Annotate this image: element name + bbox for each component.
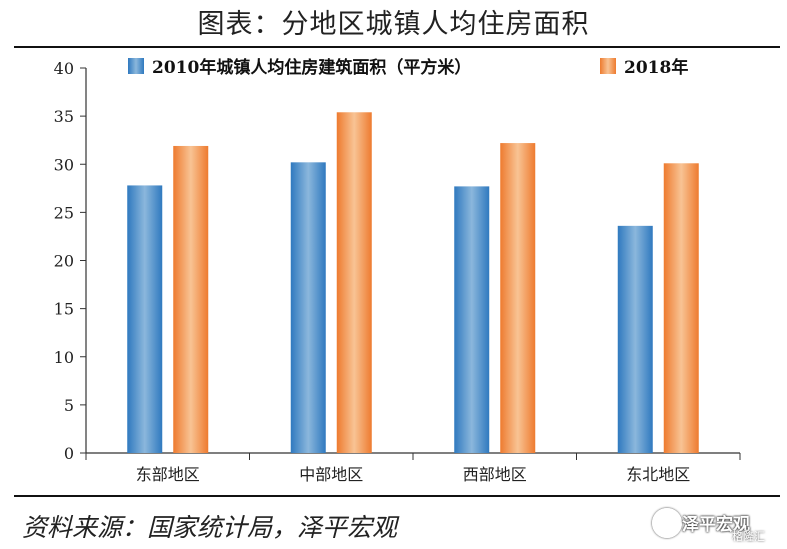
bar-chart: 0 5 10 15 20 25 30 35 40 东部地区 中部地区 西部地区 东北地区 2010年城镇… bbox=[54, 57, 741, 484]
legend-swatch-series2 bbox=[600, 58, 616, 74]
legend-swatch-series1 bbox=[128, 58, 144, 74]
footer-rule bbox=[14, 495, 780, 497]
y-tick-label: 30 bbox=[54, 155, 74, 174]
y-tick-label: 5 bbox=[64, 396, 74, 415]
tick-labels: 0 5 10 15 20 25 30 35 40 东部地区 中部地区 西部地区 东北地区 bbox=[54, 59, 691, 484]
x-tick-label: 中部地区 bbox=[299, 465, 363, 484]
legend-label-series1: 2010年城镇人均住房建筑面积（平方米） bbox=[152, 57, 471, 78]
bar-series2 bbox=[173, 145, 209, 453]
y-tick-label: 0 bbox=[64, 444, 74, 463]
y-tick-label: 35 bbox=[54, 107, 74, 126]
bar-series2 bbox=[663, 163, 699, 453]
bar-series2 bbox=[500, 143, 536, 453]
y-tick-label: 10 bbox=[54, 348, 74, 367]
bar-series1 bbox=[454, 186, 490, 453]
legend: 2010年城镇人均住房建筑面积（平方米） 2018年 bbox=[128, 57, 688, 78]
bar-series1 bbox=[127, 185, 163, 454]
watermark-sub: 格隆汇 bbox=[732, 530, 765, 543]
y-tick-label: 25 bbox=[54, 203, 74, 222]
wechat-icon bbox=[652, 508, 682, 538]
x-tick-label: 西部地区 bbox=[463, 465, 527, 484]
legend-label-series2: 2018年 bbox=[624, 57, 688, 78]
bars bbox=[127, 112, 699, 454]
title-rule bbox=[14, 46, 780, 48]
x-tick-label: 东北地区 bbox=[626, 465, 690, 484]
source-note: 资料来源：国家统计局，泽平宏观 bbox=[22, 513, 398, 542]
y-tick-label: 40 bbox=[54, 59, 74, 78]
bar-series1 bbox=[617, 225, 653, 453]
x-tick-label: 东部地区 bbox=[136, 465, 200, 484]
chart-title: 图表：分地区城镇人均住房面积 bbox=[197, 9, 590, 40]
watermark-name: 泽平宏观 bbox=[682, 515, 750, 535]
bar-series1 bbox=[290, 162, 326, 453]
bar-series2 bbox=[336, 112, 372, 454]
y-tick-label: 20 bbox=[54, 252, 74, 271]
y-tick-label: 15 bbox=[54, 300, 74, 319]
